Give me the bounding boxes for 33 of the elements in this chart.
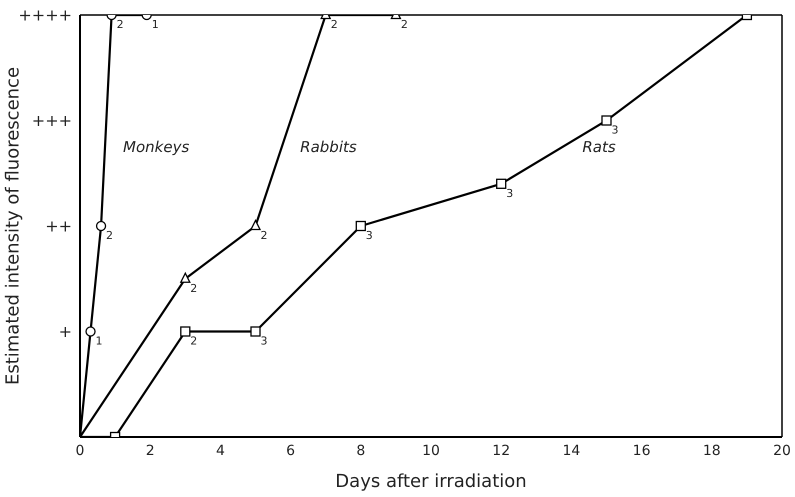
- x-tick-label: 18: [702, 442, 721, 459]
- annotation: 1: [152, 18, 159, 31]
- category-label: ++: [45, 216, 72, 236]
- annotation: 2: [190, 282, 198, 295]
- annotation: 2: [190, 334, 198, 348]
- annotation: Monkeys: [123, 138, 190, 156]
- annotation: 3: [612, 124, 618, 136]
- category-label: +: [58, 322, 72, 342]
- annotation: Rabbits: [300, 138, 357, 156]
- x-tick-label: 2: [146, 442, 155, 459]
- x-tick-label: 4: [216, 442, 225, 459]
- x-tick-label: 12: [492, 442, 510, 459]
- x-tick-label: 0: [76, 442, 84, 459]
- x-tick-label: 8: [356, 442, 366, 459]
- annotation: 2: [116, 18, 124, 31]
- annotation: 3: [260, 334, 268, 348]
- annotation: 2: [260, 229, 268, 242]
- x-tick-label: 20: [773, 442, 791, 459]
- x-tick-label: 6: [286, 442, 296, 459]
- x-tick-label: 16: [632, 442, 651, 459]
- x-tick-label: 14: [562, 442, 580, 459]
- annotation: 1: [96, 334, 103, 348]
- annotation: Rats: [582, 138, 616, 156]
- y-axis-title: Estimated intensity of fluorescence: [2, 66, 24, 386]
- x-tick-label: 10: [422, 442, 440, 459]
- annotation: 3: [366, 229, 373, 242]
- annotation: 2: [330, 18, 338, 31]
- annotation: 3: [506, 186, 514, 200]
- annotation: 2: [106, 229, 114, 242]
- x-axis-title: Days after irradiation: [335, 471, 527, 492]
- category-label: ++++: [18, 6, 72, 25]
- category-label: +++: [32, 111, 72, 130]
- annotation: 2: [400, 18, 408, 31]
